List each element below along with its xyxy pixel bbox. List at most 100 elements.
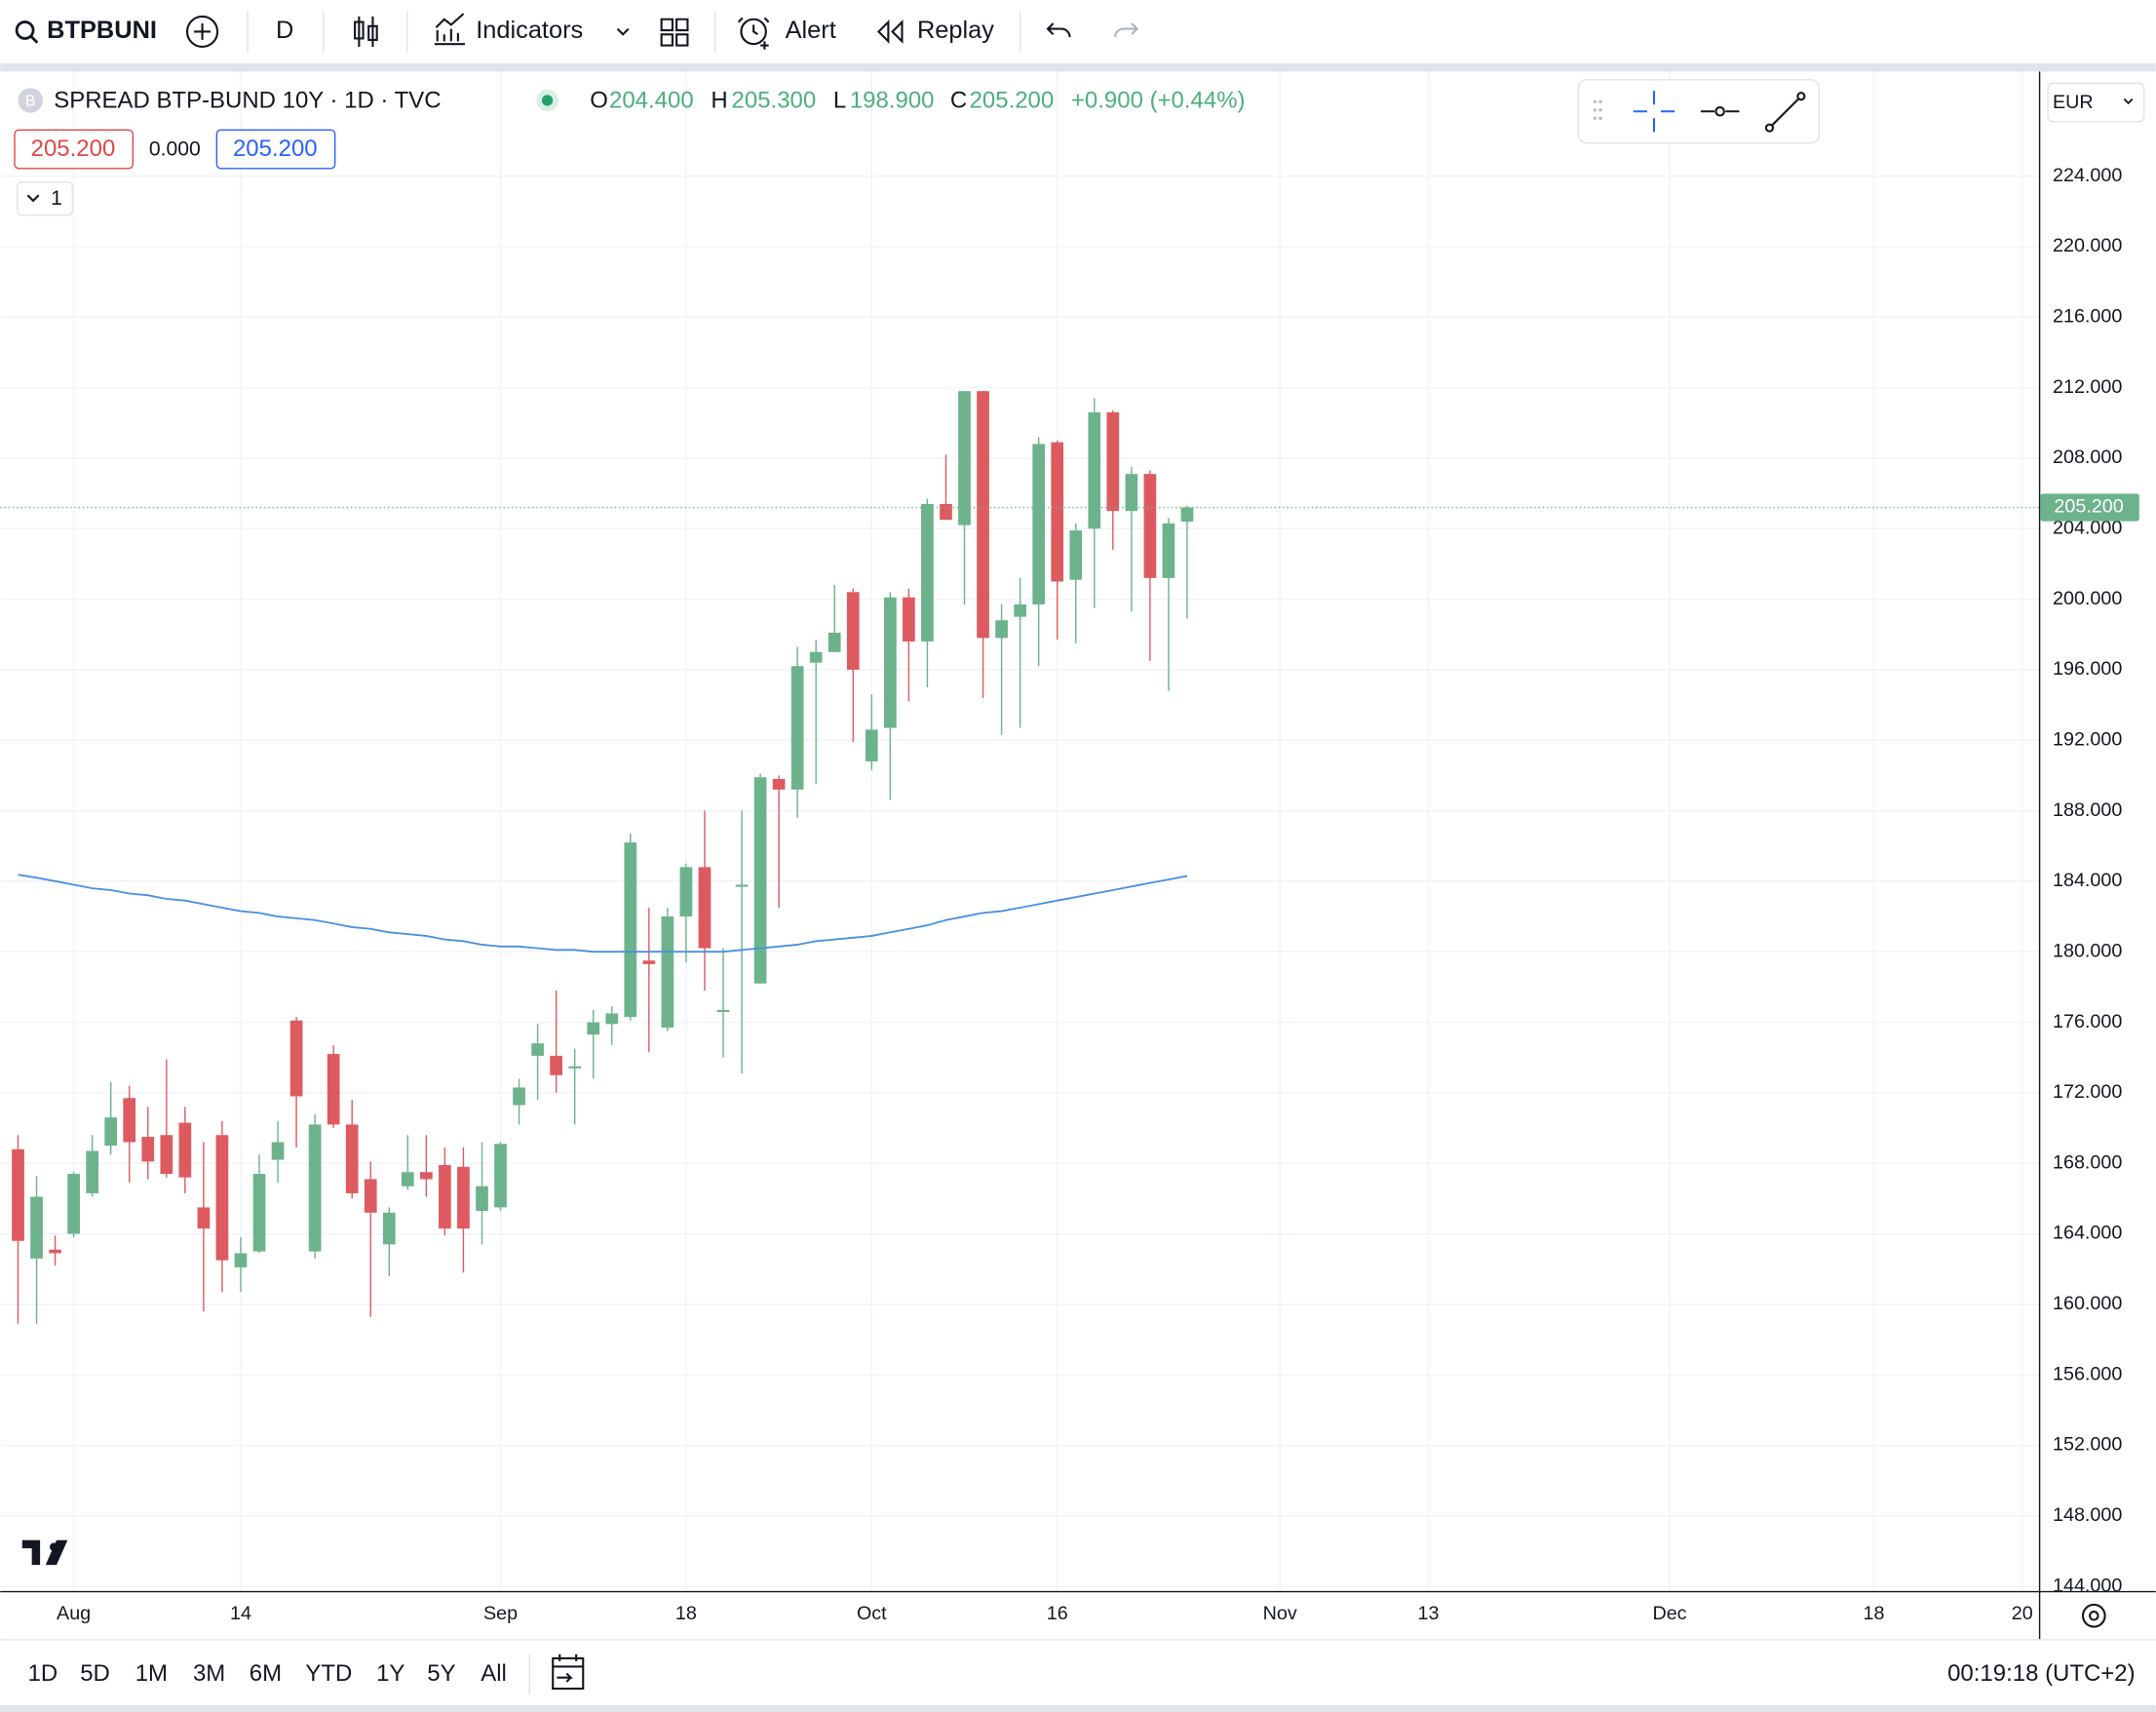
chart-type-button[interactable] [354, 16, 378, 47]
y-tick-label: 216.000 [2053, 305, 2122, 327]
candle-body [1069, 530, 1083, 580]
candle-body [382, 1212, 396, 1245]
range-button[interactable]: 6M [250, 1660, 282, 1687]
alert-icon[interactable] [740, 18, 767, 46]
candle-body [587, 1022, 600, 1035]
legend: B SPREAD BTP-BUND 10Y · 1D · TVC O 204.4… [14, 88, 1246, 216]
candle-body [958, 391, 971, 525]
candle-body [345, 1124, 359, 1193]
alert-button[interactable]: Alert [786, 17, 836, 44]
y-tick-label: 172.000 [2053, 1081, 2122, 1103]
layout-button[interactable] [660, 18, 689, 47]
goto-date-button[interactable] [552, 1654, 585, 1691]
candle-body [828, 632, 841, 652]
collapse-button[interactable] [17, 181, 73, 216]
candle-body [661, 916, 674, 1028]
y-tick-label: 220.000 [2053, 235, 2122, 256]
candle-body [49, 1249, 61, 1254]
candle-body [252, 1174, 266, 1252]
currency-button[interactable] [2047, 82, 2145, 123]
collapse-count: 1 [51, 187, 62, 210]
candle-body [104, 1117, 118, 1147]
replay-button[interactable]: Replay [917, 17, 994, 44]
candle-body [679, 867, 693, 917]
indicators-icon[interactable] [434, 13, 465, 46]
candle-body [772, 778, 786, 790]
y-tick-label: 164.000 [2053, 1223, 2122, 1244]
horizontal-line-tool [1714, 105, 1725, 117]
alert-icon [737, 17, 770, 50]
range-buttons: 1D 5D 1M 3M 6M YTD 1Y 5Y All [28, 1660, 507, 1687]
trend-line-tool [1796, 92, 1806, 101]
candle-body [568, 1066, 582, 1069]
axis-settings-icon [2089, 1610, 2099, 1621]
candle-body [327, 1054, 340, 1125]
y-tick-label: 224.000 [2053, 165, 2122, 186]
range-button[interactable]: All [481, 1660, 507, 1687]
time-axis: Aug 14 Sep 18 Oct 16 Nov 13 Dec 18 20 [57, 1603, 2033, 1624]
y-tick-label: 204.000 [2053, 517, 2122, 538]
range-button[interactable]: 1M [135, 1660, 168, 1687]
indicators-button[interactable]: Indicators [476, 17, 583, 44]
candle-body [1088, 411, 1101, 529]
range-button[interactable]: YTD [305, 1660, 352, 1687]
trend-line-tool[interactable] [1768, 95, 1802, 129]
interval[interactable]: D [276, 17, 293, 44]
moving-average-line [18, 874, 1188, 953]
tradingview-logo [49, 1542, 58, 1551]
close-label: C [950, 88, 967, 114]
x-tick-label: 16 [1047, 1603, 1068, 1624]
sell-badge[interactable] [14, 129, 135, 170]
open-label: O [590, 88, 608, 114]
drawing-toolbar-panel [1577, 79, 1820, 144]
candle-body [30, 1196, 43, 1259]
candle-body [160, 1135, 173, 1175]
candle-body [531, 1043, 544, 1056]
candle-body [364, 1179, 377, 1213]
last-price-tag [2040, 493, 2139, 522]
axis-settings-button[interactable] [2081, 1603, 2106, 1628]
redo-button[interactable] [1114, 22, 1139, 38]
y-tick-label: 212.000 [2053, 376, 2122, 398]
candle-body [86, 1150, 98, 1193]
candle-body [123, 1098, 136, 1143]
symbol[interactable]: BTPBUNI [47, 17, 157, 44]
legend-title[interactable]: SPREAD BTP-BUND 10Y · 1D · TVC [54, 88, 441, 114]
last-price-label: 205.200 [2054, 496, 2123, 518]
compare-button[interactable] [185, 15, 219, 49]
undo-button[interactable] [1046, 22, 1071, 38]
spread: 0.000 [149, 137, 201, 160]
currency[interactable]: EUR [2053, 92, 2094, 113]
drag-handle[interactable] [1593, 99, 1602, 120]
candle-body [550, 1055, 562, 1075]
candle-body [289, 1020, 303, 1097]
candle-body [197, 1207, 211, 1229]
candle-body [141, 1137, 155, 1162]
high-value: 205.300 [732, 88, 817, 114]
candle-body [1125, 474, 1138, 512]
buy-badge[interactable] [215, 129, 336, 170]
clock[interactable]: 00:19:18 (UTC+2) [1947, 1660, 2136, 1687]
search-icon[interactable] [15, 20, 35, 40]
candle-body [494, 1144, 507, 1208]
range-button[interactable]: 1D [28, 1660, 58, 1687]
dropdown-icon[interactable] [616, 27, 630, 36]
sell-price[interactable]: 205.200 [31, 136, 116, 162]
compare-icon [194, 22, 212, 40]
currency-dropdown-icon [2123, 97, 2134, 105]
range-button[interactable]: 1Y [376, 1660, 404, 1687]
y-tick-label: 200.000 [2053, 588, 2122, 609]
range-button[interactable]: 3M [193, 1660, 225, 1687]
buy-price[interactable]: 205.200 [233, 136, 318, 162]
crosshair-tool[interactable] [1633, 91, 1675, 133]
range-button[interactable]: 5Y [427, 1660, 455, 1687]
x-tick-label: 14 [230, 1603, 251, 1624]
candle-body [846, 592, 860, 670]
candle-body [12, 1148, 24, 1241]
candle-body [735, 884, 749, 887]
range-button[interactable]: 5D [80, 1660, 110, 1687]
replay-icon[interactable] [876, 19, 904, 44]
y-tick-label: 148.000 [2053, 1504, 2122, 1526]
